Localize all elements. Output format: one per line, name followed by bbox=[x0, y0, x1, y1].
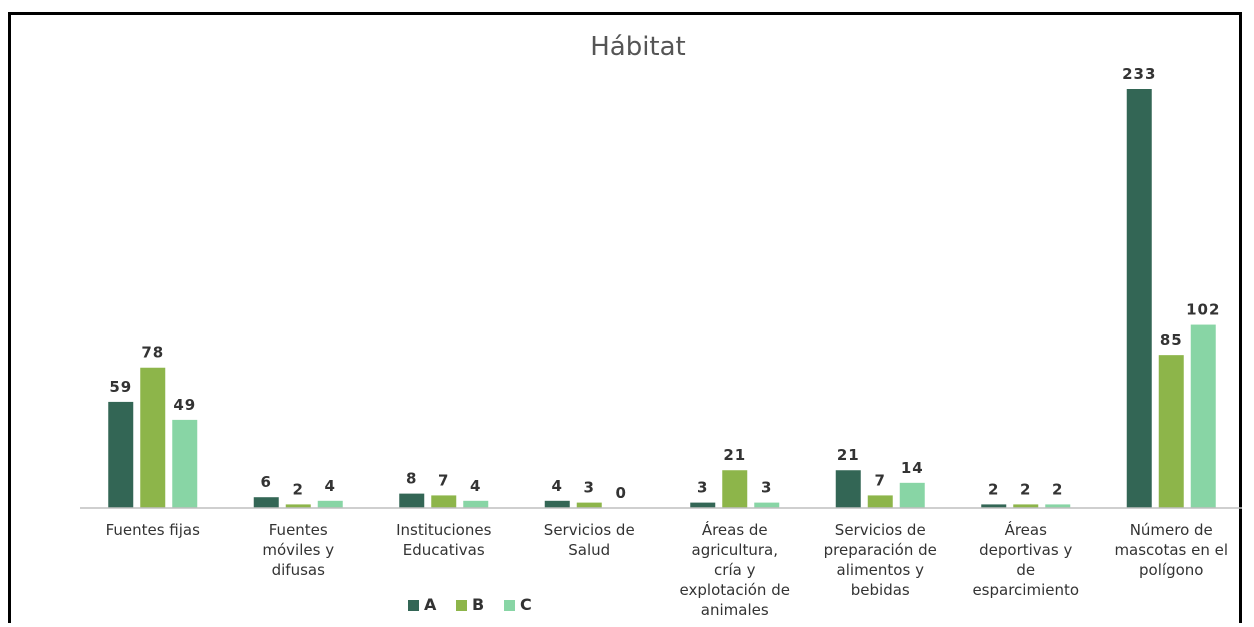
category-label-line: bebidas bbox=[851, 581, 910, 599]
data-label-a-1: 6 bbox=[261, 473, 272, 491]
category-label-4: Áreas de agricultura, cría y explotación de… bbox=[680, 520, 790, 619]
category-label-line: Número de bbox=[1130, 521, 1213, 539]
category-label-line: de bbox=[1016, 561, 1035, 579]
category-label-line: explotación de bbox=[680, 581, 790, 599]
category-label-0: Fuentes fijas bbox=[106, 521, 201, 539]
legend-swatch-c bbox=[504, 600, 515, 611]
data-label-a-3: 4 bbox=[552, 477, 563, 495]
category-label-line: animales bbox=[701, 601, 769, 619]
legend-swatch-a bbox=[408, 600, 419, 611]
data-label-b-4: 21 bbox=[723, 446, 746, 464]
category-label-line: Fuentes bbox=[269, 521, 328, 539]
data-label-c-0: 49 bbox=[173, 396, 196, 414]
category-label-5: Servicios de preparación de alimentos y beb… bbox=[824, 521, 937, 599]
category-label-line: Servicios de bbox=[835, 521, 926, 539]
category-label-3: Servicios de Salud bbox=[544, 521, 635, 559]
bar-c-2 bbox=[463, 500, 489, 508]
bar-c-7 bbox=[1190, 324, 1216, 508]
category-label-line: Fuentes fijas bbox=[106, 521, 201, 539]
category-label-6: Áreas deportivas y de esparcimiento bbox=[972, 520, 1079, 599]
bar-b-4 bbox=[722, 470, 748, 508]
category-label-line: móviles y bbox=[262, 541, 334, 559]
data-label-b-5: 7 bbox=[875, 471, 886, 489]
category-label-line: agricultura, bbox=[692, 541, 778, 559]
data-label-a-2: 8 bbox=[406, 470, 417, 488]
bar-b-2 bbox=[431, 495, 457, 508]
data-label-c-3: 0 bbox=[616, 484, 627, 502]
bar-c-1 bbox=[317, 500, 343, 508]
bar-a-7 bbox=[1126, 89, 1152, 508]
category-label-line: alimentos y bbox=[837, 561, 925, 579]
legend-label-b: B bbox=[472, 595, 484, 614]
category-label-7: Número de mascotas en el polígono bbox=[1114, 521, 1228, 579]
bar-a-6 bbox=[981, 504, 1007, 508]
chart-title: Hábitat bbox=[590, 32, 686, 62]
category-label-line: Servicios de bbox=[544, 521, 635, 539]
bar-a-1 bbox=[253, 497, 279, 508]
bar-b-7 bbox=[1158, 355, 1184, 508]
category-label-line: mascotas en el bbox=[1114, 541, 1228, 559]
category-label-line: preparación de bbox=[824, 541, 937, 559]
data-label-c-7: 102 bbox=[1186, 301, 1220, 319]
data-label-c-4: 3 bbox=[761, 479, 772, 497]
data-label-c-6: 2 bbox=[1052, 480, 1063, 498]
data-label-a-4: 3 bbox=[697, 479, 708, 497]
legend-label-a: A bbox=[424, 595, 437, 614]
bar-b-3 bbox=[576, 502, 602, 508]
data-label-c-1: 4 bbox=[325, 477, 336, 495]
category-label-line: deportivas y bbox=[979, 541, 1072, 559]
bar-a-3 bbox=[544, 500, 570, 508]
bar-b-1 bbox=[285, 504, 311, 508]
legend-label-c: C bbox=[520, 595, 532, 614]
bar-a-0 bbox=[108, 401, 134, 508]
category-label-2: Instituciones Educativas bbox=[396, 521, 492, 559]
category-label-line: Salud bbox=[568, 541, 610, 559]
category-label-line: difusas bbox=[272, 561, 325, 579]
chart-frame bbox=[8, 12, 1242, 623]
data-label-b-2: 7 bbox=[438, 471, 449, 489]
bar-b-6 bbox=[1013, 504, 1039, 508]
data-label-a-6: 2 bbox=[988, 480, 999, 498]
category-label-line: Áreas bbox=[1005, 520, 1048, 539]
category-label-line: cría y bbox=[714, 561, 756, 579]
category-label-line: Áreas de bbox=[702, 520, 768, 539]
bar-b-5 bbox=[867, 495, 893, 508]
category-label-line: Instituciones bbox=[396, 521, 492, 539]
data-label-c-2: 4 bbox=[470, 477, 481, 495]
legend-swatch-b bbox=[456, 600, 467, 611]
data-label-a-5: 21 bbox=[837, 446, 860, 464]
bar-c-5 bbox=[899, 482, 925, 508]
legend: A B C bbox=[408, 595, 532, 614]
data-label-b-6: 2 bbox=[1020, 480, 1031, 498]
data-label-b-0: 78 bbox=[141, 344, 164, 362]
category-label-line: polígono bbox=[1139, 561, 1203, 579]
bar-c-4 bbox=[754, 502, 780, 508]
data-label-a-7: 233 bbox=[1122, 65, 1156, 83]
bar-c-6 bbox=[1045, 504, 1071, 508]
bar-a-5 bbox=[835, 470, 861, 508]
bar-a-4 bbox=[690, 502, 716, 508]
data-label-c-5: 14 bbox=[901, 459, 924, 477]
category-labels-group: Fuentes fijas Fuentes móviles y difusas Inst… bbox=[106, 520, 1228, 619]
data-label-b-3: 3 bbox=[584, 479, 595, 497]
data-label-b-1: 2 bbox=[293, 480, 304, 498]
bars-group bbox=[108, 89, 1216, 508]
bar-c-0 bbox=[172, 419, 198, 508]
category-label-1: Fuentes móviles y difusas bbox=[262, 521, 334, 579]
category-label-line: Educativas bbox=[403, 541, 485, 559]
bar-a-2 bbox=[399, 493, 425, 508]
category-label-line: esparcimiento bbox=[972, 581, 1079, 599]
data-label-a-0: 59 bbox=[109, 378, 132, 396]
data-label-b-7: 85 bbox=[1160, 331, 1183, 349]
bar-b-0 bbox=[140, 367, 166, 508]
